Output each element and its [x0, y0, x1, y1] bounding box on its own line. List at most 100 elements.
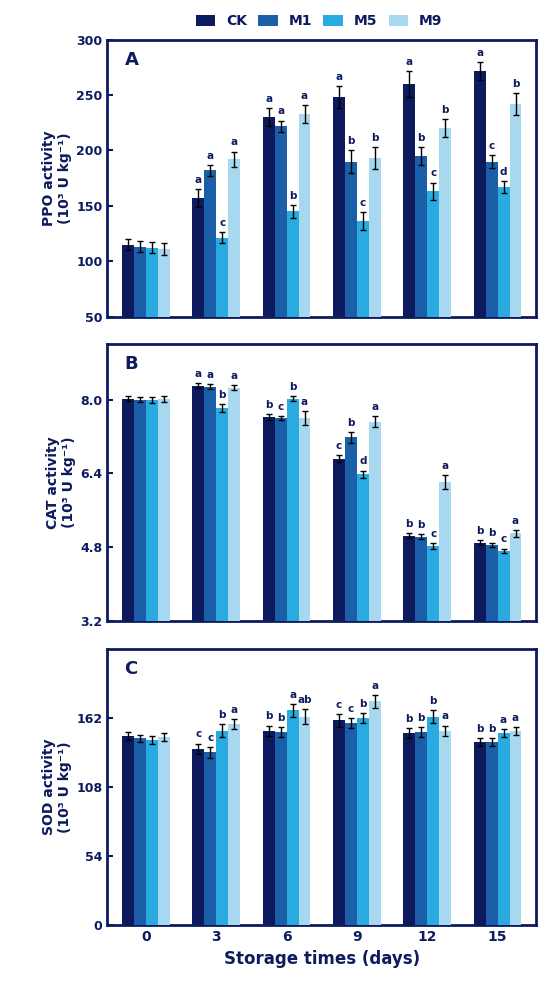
Bar: [439, 482, 451, 621]
Text: b: b: [476, 724, 483, 734]
Text: a: a: [301, 397, 308, 407]
Bar: [287, 212, 299, 317]
Bar: [486, 545, 498, 621]
Bar: [158, 737, 170, 925]
Text: ab: ab: [297, 695, 312, 705]
X-axis label: Storage times (days): Storage times (days): [224, 950, 420, 968]
Bar: [274, 732, 287, 925]
Text: C: C: [124, 659, 138, 678]
Bar: [228, 724, 240, 925]
Bar: [403, 535, 415, 621]
Bar: [333, 97, 345, 317]
Bar: [299, 717, 311, 925]
Bar: [415, 732, 427, 925]
Bar: [228, 159, 240, 317]
Bar: [415, 536, 427, 621]
Text: a: a: [230, 705, 238, 715]
Text: b: b: [289, 382, 296, 392]
Bar: [415, 156, 427, 317]
Text: c: c: [207, 733, 213, 743]
Bar: [299, 114, 311, 317]
Text: c: c: [195, 729, 201, 740]
Text: a: a: [406, 57, 413, 67]
Bar: [263, 117, 274, 317]
Bar: [509, 104, 521, 317]
Text: b: b: [277, 713, 284, 723]
Text: d: d: [359, 457, 367, 467]
Bar: [498, 733, 509, 925]
Bar: [134, 247, 146, 317]
Text: a: a: [500, 715, 507, 725]
Text: b: b: [430, 696, 437, 706]
Text: a: a: [442, 711, 449, 721]
Bar: [403, 733, 415, 925]
Text: b: b: [512, 78, 519, 88]
Bar: [122, 736, 134, 925]
Text: a: a: [207, 151, 214, 161]
Bar: [486, 162, 498, 317]
Bar: [204, 386, 216, 621]
Bar: [439, 128, 451, 317]
Text: b: b: [476, 525, 483, 535]
Text: b: b: [405, 714, 413, 724]
Text: c: c: [488, 141, 494, 151]
Text: a: a: [371, 680, 378, 691]
Text: c: c: [336, 441, 342, 451]
Bar: [192, 749, 204, 925]
Bar: [345, 723, 357, 925]
Text: b: b: [371, 133, 378, 143]
Bar: [216, 408, 228, 621]
Bar: [345, 437, 357, 621]
Bar: [498, 187, 509, 317]
Text: a: a: [512, 515, 519, 525]
Bar: [333, 459, 345, 621]
Bar: [509, 533, 521, 621]
Text: d: d: [500, 167, 507, 178]
Bar: [357, 221, 369, 317]
Text: b: b: [488, 724, 496, 734]
Bar: [427, 717, 439, 925]
Text: a: a: [476, 48, 483, 58]
Bar: [345, 162, 357, 317]
Text: a: a: [277, 106, 284, 116]
Bar: [146, 740, 158, 925]
Text: b: b: [417, 519, 425, 529]
Bar: [498, 551, 509, 621]
Text: b: b: [218, 710, 226, 720]
Bar: [287, 710, 299, 925]
Text: b: b: [347, 136, 355, 146]
Bar: [474, 742, 486, 925]
Text: c: c: [360, 199, 366, 209]
Bar: [427, 546, 439, 621]
Text: a: a: [336, 72, 343, 82]
Bar: [274, 418, 287, 621]
Text: a: a: [442, 461, 449, 471]
Bar: [263, 417, 274, 621]
Bar: [474, 542, 486, 621]
Bar: [228, 387, 240, 621]
Bar: [369, 158, 381, 317]
Bar: [204, 753, 216, 925]
Text: a: a: [301, 91, 308, 101]
Text: c: c: [500, 534, 507, 544]
Bar: [134, 399, 146, 621]
Text: b: b: [218, 390, 226, 400]
Bar: [369, 422, 381, 621]
Bar: [158, 249, 170, 317]
Bar: [216, 238, 228, 317]
Bar: [474, 71, 486, 317]
Bar: [134, 739, 146, 925]
Text: a: a: [289, 689, 296, 700]
Bar: [158, 399, 170, 621]
Text: A: A: [124, 51, 138, 69]
Text: b: b: [289, 191, 296, 201]
Bar: [509, 731, 521, 925]
Bar: [299, 418, 311, 621]
Bar: [122, 398, 134, 621]
Bar: [369, 701, 381, 925]
Text: a: a: [230, 371, 238, 381]
Bar: [357, 475, 369, 621]
Bar: [146, 400, 158, 621]
Bar: [427, 192, 439, 317]
Text: b: b: [488, 528, 496, 538]
